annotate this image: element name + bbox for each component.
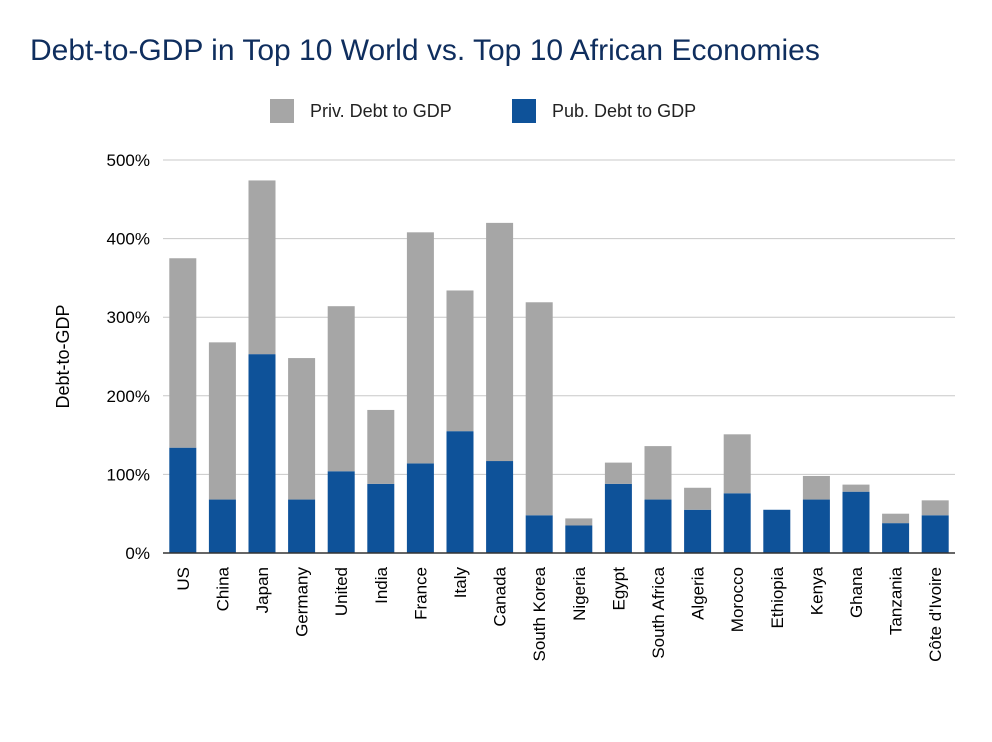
pub-debt-bar-6 (406, 463, 434, 553)
legend-label: Pub. Debt to GDP (552, 101, 696, 121)
pub-debt-bar-9 (525, 515, 553, 553)
x-tick-label: France (411, 567, 430, 620)
priv-debt-bar-2 (248, 180, 276, 355)
pub-debt-bar-0 (169, 447, 197, 553)
y-tick-label: 100% (107, 465, 150, 484)
pub-debt-bar-1 (208, 499, 236, 553)
priv-debt-bar-14 (723, 434, 751, 494)
priv-debt-bar-3 (288, 358, 316, 500)
x-tick-label: US (174, 567, 193, 591)
x-tick-label: Japan (253, 567, 272, 613)
priv-debt-bar-10 (565, 518, 593, 526)
x-axis-labels: US China Japan Germany United India France Ital… (174, 566, 945, 661)
gridlines (163, 159, 955, 475)
x-tick-label: Germany (293, 567, 312, 637)
pub-debt-bar-16 (802, 499, 830, 553)
x-tick-label: Algeria (689, 566, 708, 619)
x-tick-label: Tanzania (887, 566, 906, 635)
y-tick-label: 400% (107, 230, 150, 249)
pub-debt-bar-7 (446, 431, 474, 553)
pub-debt-bar-2 (248, 354, 276, 553)
priv-debt-bar-0 (169, 258, 197, 448)
priv-debt-bar-5 (367, 409, 395, 484)
x-tick-label: United (332, 567, 351, 616)
pub-debt-bar-13 (684, 509, 712, 553)
y-tick-label: 200% (107, 387, 150, 406)
priv-debt-bar-11 (604, 462, 632, 484)
bars (169, 180, 949, 553)
pub-debt-bar-14 (723, 493, 751, 553)
pub-debt-bar-18 (882, 523, 910, 553)
pub-debt-bar-17 (842, 491, 870, 553)
priv-debt-bar-4 (327, 306, 355, 472)
legend: Priv. Debt to GDP Pub. Debt to GDP (270, 99, 696, 123)
x-tick-label: South Africa (649, 566, 668, 658)
y-axis-ticks: 0% 100% 200% 300% 400% 500% (107, 151, 150, 563)
y-axis-title: Debt-to-GDP (53, 304, 73, 408)
priv-debt-bar-13 (684, 487, 712, 510)
x-tick-label: Nigeria (570, 566, 589, 620)
y-tick-label: 500% (107, 151, 150, 170)
legend-swatch (512, 99, 536, 123)
pub-debt-bar-4 (327, 471, 355, 553)
x-tick-label: Ghana (847, 566, 866, 618)
priv-debt-bar-7 (446, 290, 474, 432)
pub-debt-bar-5 (367, 483, 395, 553)
pub-debt-bar-12 (644, 499, 672, 553)
priv-debt-bar-6 (406, 232, 434, 464)
pub-debt-bar-8 (486, 461, 514, 553)
legend-swatch (270, 99, 294, 123)
pub-debt-bar-15 (763, 509, 791, 553)
x-tick-label: South Korea (530, 566, 549, 661)
pub-debt-bar-10 (565, 525, 593, 553)
x-tick-label: Kenya (807, 566, 826, 615)
pub-debt-bar-19 (921, 515, 949, 553)
x-tick-label: Egypt (609, 567, 628, 611)
priv-debt-bar-1 (208, 342, 236, 500)
priv-debt-bar-18 (882, 513, 910, 524)
x-tick-label: Italy (451, 567, 470, 599)
priv-debt-bar-8 (486, 222, 514, 462)
legend-label: Priv. Debt to GDP (310, 101, 452, 121)
priv-debt-bar-17 (842, 484, 870, 492)
x-tick-label: India (372, 566, 391, 603)
priv-debt-bar-16 (802, 475, 830, 500)
pub-debt-bar-11 (604, 483, 632, 553)
x-tick-label: Canada (491, 566, 510, 626)
x-tick-label: Côte d'Ivoire (926, 567, 945, 662)
x-tick-label: China (213, 566, 232, 611)
x-tick-label: Ethiopia (768, 566, 787, 628)
chart-title: Debt-to-GDP in Top 10 World vs. Top 10 A… (30, 34, 820, 67)
priv-debt-bar-12 (644, 446, 672, 500)
y-tick-label: 300% (107, 308, 150, 327)
pub-debt-bar-3 (288, 499, 316, 553)
x-tick-label: Morocco (728, 567, 747, 632)
priv-debt-bar-9 (525, 302, 553, 516)
priv-debt-bar-19 (921, 500, 949, 516)
y-tick-label: 0% (125, 544, 150, 563)
